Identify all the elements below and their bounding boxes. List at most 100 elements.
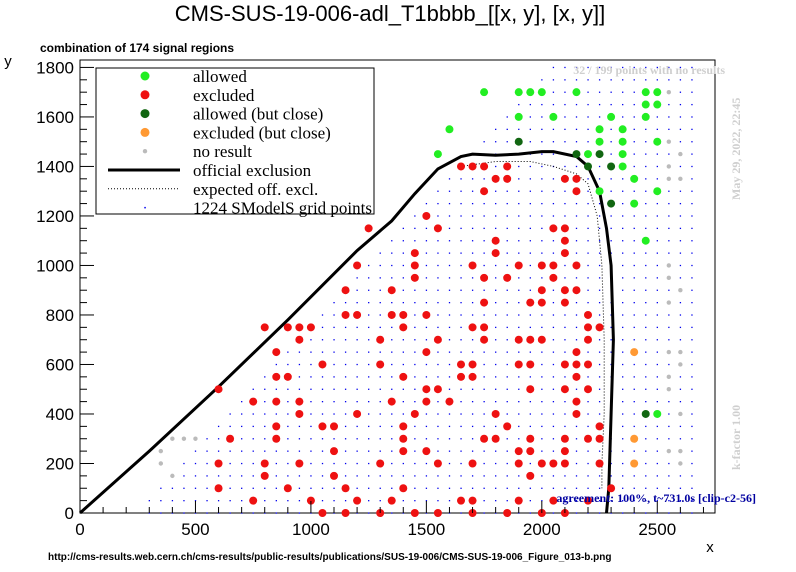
grid-point [414,215,416,217]
grid-point [264,388,266,390]
grid-point [402,413,404,415]
grid-point [668,425,670,428]
grid-point [425,438,428,440]
grid-point [425,487,428,489]
grid-point [633,450,635,452]
excluded-point [549,261,558,270]
grid-point [483,462,485,465]
grid-point [414,487,416,489]
excluded-point [330,422,338,431]
grid-point [471,277,474,279]
excluded-point [376,459,385,468]
grid-point [541,401,543,403]
grid-point [391,425,393,428]
grid-point [645,277,647,279]
y-axis-label: y [4,53,12,70]
grid-point [691,363,693,366]
grid-point [529,401,531,403]
grid-point [587,227,589,230]
grid-point [633,277,635,279]
grid-point [264,438,266,440]
grid-point [368,326,370,329]
excluded-point [560,224,569,233]
grid-point [425,301,428,304]
grid-point [610,227,612,230]
allowed-point [618,137,627,146]
grid-point [564,401,566,403]
excluded-point [433,224,442,233]
allowed-point [537,88,546,97]
grid-point [437,314,439,316]
grid-point [495,425,497,428]
grid-point [552,128,555,131]
grid-point [206,462,208,465]
grid-point [656,264,658,267]
grid-point [414,326,416,329]
exclusion-lines [79,150,615,515]
grid-point [656,326,658,329]
grid-point [564,79,566,81]
grid-point [645,141,647,143]
grid-point [310,512,312,514]
grid-point [610,475,612,477]
grid-point [379,314,381,316]
grid-point [460,475,462,477]
grid-point [379,264,381,267]
grid-point [518,277,520,279]
grid-point [622,289,624,291]
excluded-point [560,298,569,307]
grid-point [645,388,647,390]
grid-point [541,438,543,440]
excluded-point [272,434,281,443]
grid-point [379,277,381,279]
official-exclusion-line [79,150,615,515]
grid-point [310,487,312,489]
grid-point [506,227,508,230]
grid-point [691,450,693,452]
grid-point [587,277,589,279]
grid-point [321,376,324,378]
grid-point [356,462,358,465]
grid-point [425,227,428,230]
grid-point [633,413,635,415]
grid-point [483,450,485,452]
excluded-point [214,459,223,468]
grid-point [691,215,693,217]
excluded-point [387,286,396,295]
grid-point [541,215,543,217]
excluded-point [514,447,523,456]
grid-point [598,475,601,477]
grid-point [379,301,381,304]
grid-point [460,252,462,254]
grid-point [622,264,624,267]
grid-point [356,326,358,329]
grid-point [379,388,381,390]
grid-point [518,178,520,180]
allowed-but-close-point [572,150,581,159]
grid-point [379,487,381,489]
grid-point [333,401,335,403]
grid-point [483,202,485,205]
grid-point [633,487,635,489]
grid-point [241,462,243,465]
grid-point [448,289,451,291]
grid-point [368,438,370,440]
allowed-point [595,187,604,196]
grid-point [391,450,393,452]
grid-point [552,401,555,403]
no-result-point [678,288,683,293]
grid-point [264,512,266,514]
allowed-point [641,112,650,121]
grid-point [368,401,370,403]
excluded-point [410,509,419,517]
allowed-point [607,112,616,121]
grid-point [414,289,416,291]
excluded-point [584,434,592,443]
grid-point [656,79,658,81]
legend-marker-excluded-but-close [140,127,150,137]
grid-point [552,79,555,81]
excluded-point [422,348,431,357]
no-result-point [678,461,683,466]
grid-point [598,339,601,341]
excluded-point [491,434,500,443]
